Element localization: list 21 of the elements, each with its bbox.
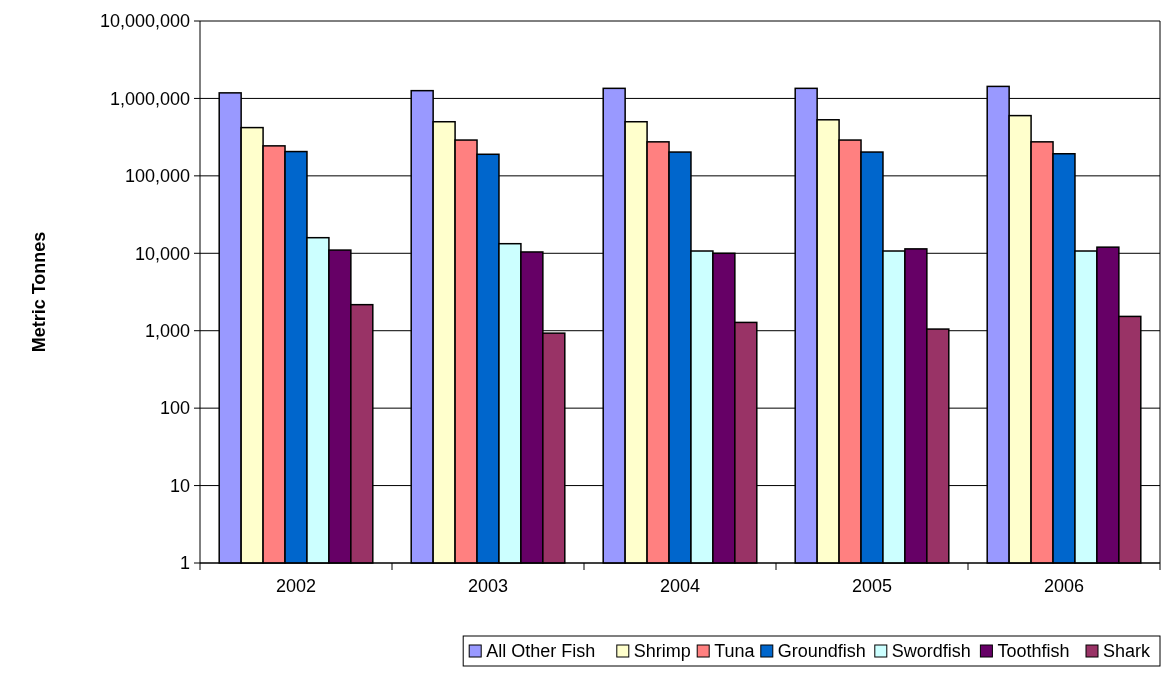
legend-label: Toothfish [997, 641, 1070, 662]
x-tick-label: 2004 [659, 576, 701, 597]
legend-label: All Other Fish [486, 641, 596, 662]
y-tick-label: 1,000,000 [109, 88, 190, 109]
legend-label: Swordfish [891, 641, 971, 662]
legend-label: Groundfish [777, 641, 866, 662]
x-tick-label: 2002 [275, 576, 317, 597]
y-tick-label: 1 [179, 553, 190, 574]
legend-label: Shark [1103, 641, 1152, 662]
y-axis-title: Metric Tonnes [29, 231, 49, 353]
y-tick-label: 10 [169, 475, 190, 496]
x-tick-label: 2003 [467, 576, 509, 597]
x-tick-label: 2005 [851, 576, 893, 597]
legend-label: Tuna [714, 641, 756, 662]
y-tick-label: 100 [159, 398, 190, 419]
y-tick-label: 1,000 [144, 321, 190, 342]
x-tick-label: 2006 [1043, 576, 1085, 597]
y-tick-label: 10,000,000 [99, 11, 190, 32]
y-tick-label: 10,000 [134, 243, 190, 264]
legend-label: Shrimp [633, 641, 691, 662]
y-tick-label: 100,000 [124, 166, 190, 187]
